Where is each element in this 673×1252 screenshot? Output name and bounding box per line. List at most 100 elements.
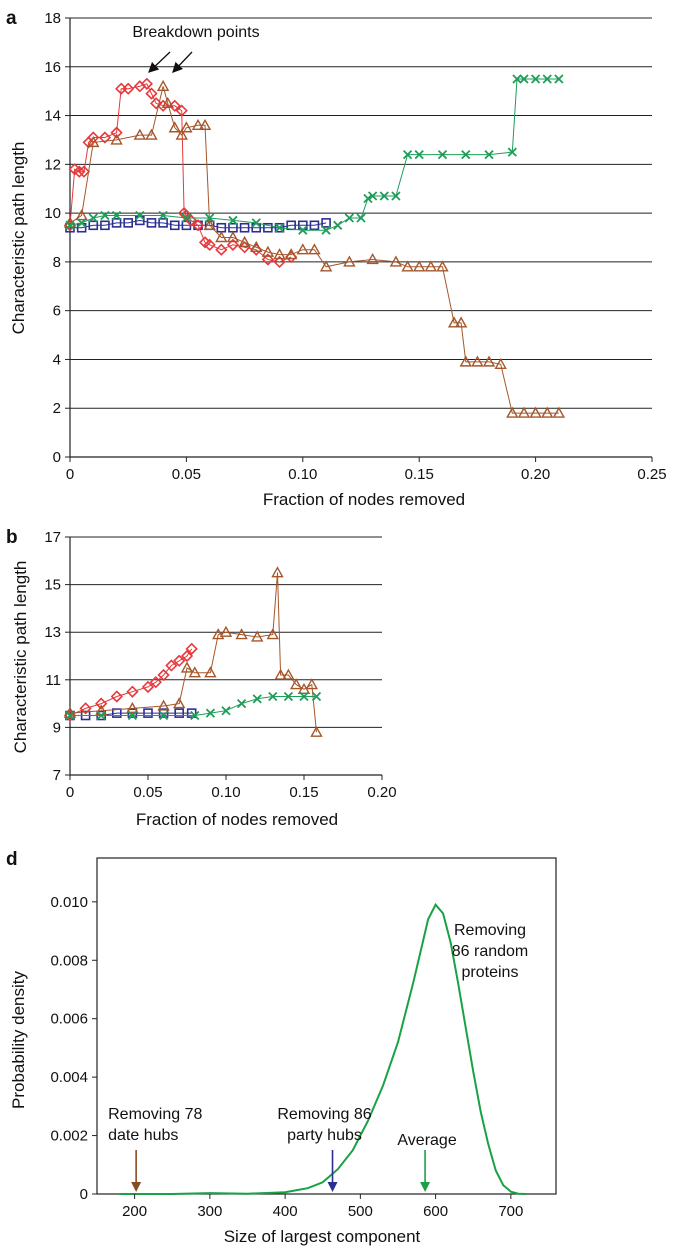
a-point-cross [100, 210, 110, 221]
b-point-triangle [274, 668, 287, 680]
a-point-square [309, 220, 320, 231]
a-series-diamond [63, 77, 298, 269]
a-point-cross [512, 74, 522, 84]
a-point-square [263, 222, 273, 233]
a-point-cross [461, 149, 471, 160]
random-proteins-label: proteins [462, 964, 519, 981]
a-point-cross [402, 149, 413, 160]
panel-d-x-axis-title: Size of largest component [224, 1227, 421, 1246]
b-point-triangle [310, 725, 323, 737]
random-proteins-label: Removing [454, 922, 526, 939]
a-point-triangle [401, 260, 414, 272]
b-point-triangle [188, 666, 201, 678]
a-point-cross [437, 149, 448, 160]
breakdown-arrow-left [148, 51, 171, 73]
a-point-square [111, 218, 122, 228]
b-point-triangle [126, 701, 139, 714]
panel-b-y-axis-title: Characteristic path length [11, 561, 30, 754]
b-point-triangle [235, 628, 248, 640]
b-point-diamond [185, 642, 198, 655]
panel-b: b 7 9 11 13 15 17 0 0.05 0.10 0.15 0.20 Fraction o… [6, 527, 397, 829]
b-point-square [174, 708, 184, 718]
a-point-diamond [145, 87, 158, 100]
a-y-tick-label: 14 [44, 108, 61, 125]
random-proteins-label: 86 random [452, 943, 529, 960]
b-point-cross [268, 691, 278, 702]
date-hubs-label: Removing 78 [108, 1106, 202, 1123]
a-point-diamond [73, 165, 86, 178]
a-point-cross [158, 210, 168, 221]
a-point-triangle [413, 260, 426, 272]
a-point-cross [507, 147, 517, 157]
a-point-triangle [319, 260, 333, 272]
a-point-diamond [261, 253, 275, 266]
b-y-tick-label: 7 [53, 767, 61, 784]
a-series-cross [65, 74, 564, 235]
d-x-tick-label: 500 [348, 1203, 373, 1220]
d-y-tick-label: 0.008 [50, 952, 88, 969]
a-x-tick-label: 0 [66, 466, 74, 483]
b-point-cross [221, 706, 231, 716]
a-point-triangle [110, 133, 123, 145]
a-point-triangle [517, 406, 531, 418]
a-point-diamond [203, 238, 216, 251]
a-point-cross [298, 225, 308, 235]
b-point-diamond [157, 668, 170, 682]
b-y-tick-label: 15 [44, 577, 61, 594]
panel-letter-b: b [6, 527, 18, 548]
b-point-diamond [126, 685, 139, 698]
a-point-triangle [296, 243, 309, 255]
a-point-cross [344, 213, 354, 223]
b-point-cross [96, 710, 106, 721]
a-point-diamond [238, 241, 251, 254]
a-point-triangle [87, 135, 100, 148]
a-point-triangle [238, 235, 251, 248]
a-point-diamond [156, 99, 170, 112]
a-point-triangle [541, 406, 554, 418]
a-point-square [321, 218, 331, 228]
a-point-triangle [145, 128, 158, 140]
b-point-diamond [141, 680, 155, 694]
panel-letter-d: d [6, 849, 18, 870]
b-point-square [186, 708, 197, 718]
b-series-diamond [63, 642, 198, 722]
a-point-diamond [226, 238, 240, 251]
a-point-triangle [250, 240, 263, 252]
b-point-square [143, 708, 153, 718]
b-point-triangle [282, 668, 295, 680]
b-point-cross [205, 708, 216, 718]
b-y-tick-label: 13 [44, 624, 61, 641]
d-x-tick-label: 700 [498, 1203, 523, 1220]
a-point-cross [519, 74, 529, 84]
a-point-triangle [273, 248, 286, 260]
a-point-cross [274, 223, 285, 233]
d-x-tick-label: 200 [122, 1203, 147, 1220]
b-point-diamond [79, 702, 92, 715]
b-point-diamond [180, 649, 194, 663]
a-point-cross [379, 191, 389, 201]
a-point-diamond [122, 82, 135, 95]
a-point-triangle [175, 128, 188, 140]
a-point-cross [356, 213, 366, 223]
a-x-tick-label: 0.10 [288, 466, 317, 483]
a-point-triangle [203, 218, 216, 231]
a-point-triangle [482, 355, 496, 367]
a-point-triangle [447, 316, 461, 328]
a-point-cross [111, 210, 122, 221]
a-y-tick-label: 8 [53, 254, 61, 271]
breakdown-arrow-right [172, 51, 193, 73]
a-point-diamond [175, 104, 188, 117]
a-point-triangle [459, 355, 472, 367]
date-hubs-arrow-head [131, 1182, 142, 1192]
b-series-line-diamond [69, 648, 193, 716]
a-point-cross [542, 74, 552, 84]
a-point-triangle [424, 260, 438, 272]
a-point-triangle [471, 355, 484, 367]
a-point-triangle [180, 121, 193, 133]
a-point-triangle [366, 253, 379, 265]
b-point-cross [311, 691, 322, 702]
a-point-cross [333, 220, 343, 230]
a-point-square [239, 222, 250, 233]
d-x-tick-label: 400 [273, 1203, 298, 1220]
